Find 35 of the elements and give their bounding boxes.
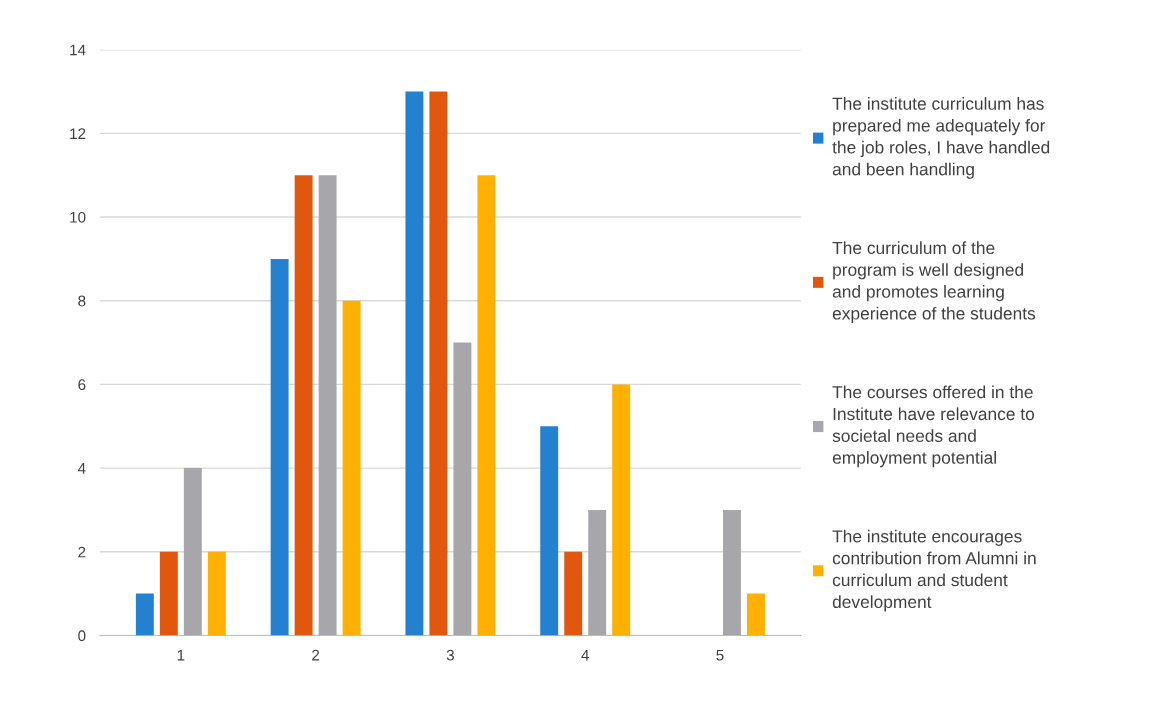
bar bbox=[723, 509, 741, 636]
bar bbox=[588, 509, 607, 636]
bar bbox=[453, 342, 472, 636]
bar bbox=[207, 551, 226, 636]
y-tick-label: 8 bbox=[78, 295, 86, 307]
bar bbox=[294, 175, 313, 636]
x-tick-label: 2 bbox=[312, 649, 320, 661]
x-tick-label: 1 bbox=[177, 649, 185, 661]
legend-label: The institute curriculum has prepared me adequately for the job roles, I have handled and been handling bbox=[832, 97, 1050, 179]
y-tick-label: 6 bbox=[78, 379, 86, 391]
bar bbox=[405, 91, 424, 636]
y-tick-label: 10 bbox=[70, 211, 86, 223]
bar bbox=[612, 384, 631, 636]
bar bbox=[429, 91, 448, 636]
x-tick-label: 4 bbox=[581, 649, 589, 661]
bar bbox=[318, 175, 337, 636]
bar bbox=[183, 468, 202, 636]
x-tick-label: 5 bbox=[716, 649, 724, 661]
y-tick-label: 0 bbox=[78, 630, 86, 642]
bar bbox=[747, 593, 765, 636]
bar bbox=[159, 551, 178, 636]
bar bbox=[477, 175, 496, 636]
bar bbox=[270, 258, 289, 636]
y-tick-label: 2 bbox=[78, 546, 86, 558]
y-tick-label: 12 bbox=[70, 128, 86, 139]
legend-label: The courses offered in the Institute have relevance to societal needs and employment potential bbox=[832, 385, 1035, 468]
bar bbox=[135, 593, 154, 636]
bar bbox=[342, 300, 361, 636]
bar bbox=[540, 426, 559, 636]
legend-label: The institute encourages contribution from Alumni in curriculum and student development bbox=[832, 529, 1036, 612]
legend-label: The curriculum of the program is well designed and promotes learning experience of the students bbox=[832, 241, 1036, 324]
bar bbox=[564, 551, 583, 636]
x-tick-label: 3 bbox=[446, 649, 454, 661]
y-tick-label: 4 bbox=[77, 463, 86, 474]
y-tick-label: 14 bbox=[70, 44, 86, 56]
